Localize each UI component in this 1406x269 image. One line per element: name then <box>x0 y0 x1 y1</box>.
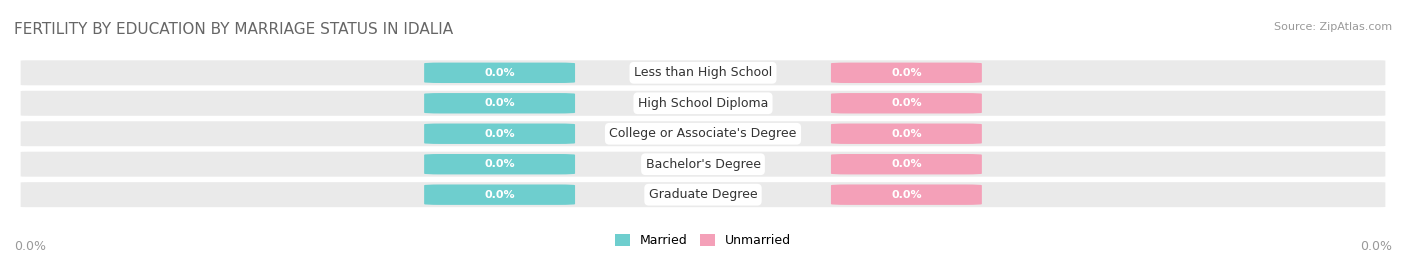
FancyBboxPatch shape <box>21 121 1385 146</box>
FancyBboxPatch shape <box>425 154 575 174</box>
FancyBboxPatch shape <box>425 185 575 205</box>
FancyBboxPatch shape <box>425 63 575 83</box>
FancyBboxPatch shape <box>425 93 575 114</box>
Text: 0.0%: 0.0% <box>1360 240 1392 253</box>
Text: Bachelor's Degree: Bachelor's Degree <box>645 158 761 171</box>
FancyBboxPatch shape <box>21 182 1385 207</box>
Text: 0.0%: 0.0% <box>484 159 515 169</box>
Text: College or Associate's Degree: College or Associate's Degree <box>609 127 797 140</box>
Text: 0.0%: 0.0% <box>484 68 515 78</box>
Text: FERTILITY BY EDUCATION BY MARRIAGE STATUS IN IDALIA: FERTILITY BY EDUCATION BY MARRIAGE STATU… <box>14 22 453 37</box>
Text: 0.0%: 0.0% <box>484 190 515 200</box>
Text: 0.0%: 0.0% <box>891 190 922 200</box>
Text: 0.0%: 0.0% <box>14 240 46 253</box>
Text: Source: ZipAtlas.com: Source: ZipAtlas.com <box>1274 22 1392 31</box>
FancyBboxPatch shape <box>831 93 981 114</box>
Text: 0.0%: 0.0% <box>891 129 922 139</box>
FancyBboxPatch shape <box>425 123 575 144</box>
FancyBboxPatch shape <box>21 91 1385 116</box>
FancyBboxPatch shape <box>831 123 981 144</box>
Text: Graduate Degree: Graduate Degree <box>648 188 758 201</box>
Text: 0.0%: 0.0% <box>484 98 515 108</box>
Text: 0.0%: 0.0% <box>891 98 922 108</box>
Text: 0.0%: 0.0% <box>891 68 922 78</box>
Text: Less than High School: Less than High School <box>634 66 772 79</box>
FancyBboxPatch shape <box>21 152 1385 177</box>
Text: 0.0%: 0.0% <box>484 129 515 139</box>
Legend: Married, Unmarried: Married, Unmarried <box>610 229 796 252</box>
Text: 0.0%: 0.0% <box>891 159 922 169</box>
Text: High School Diploma: High School Diploma <box>638 97 768 110</box>
FancyBboxPatch shape <box>831 63 981 83</box>
FancyBboxPatch shape <box>21 60 1385 85</box>
FancyBboxPatch shape <box>831 154 981 174</box>
FancyBboxPatch shape <box>831 185 981 205</box>
